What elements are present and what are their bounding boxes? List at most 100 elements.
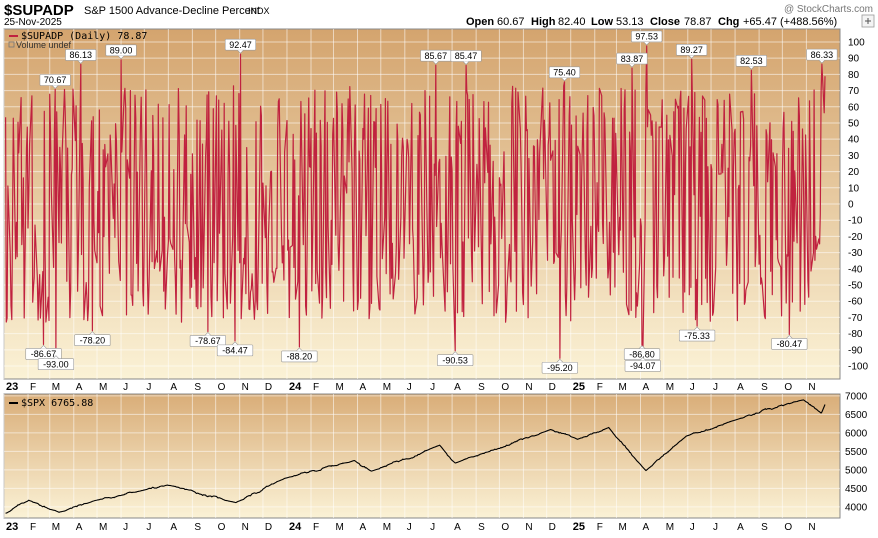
y-tick-label: -30: [848, 248, 863, 259]
y-tick-label: 4000: [845, 502, 868, 513]
spx-panel: 7000 6500 6000 5500 5000 4500 4000 $SPX 6765.8…: [4, 391, 868, 533]
x-tick-label: J: [123, 522, 128, 533]
x-tick-label: M: [666, 382, 674, 393]
y-tick-label: -40: [848, 264, 863, 275]
x-tick-label: D: [265, 382, 272, 393]
x-tick-label: M: [52, 382, 60, 393]
x-tick-label: M: [99, 382, 107, 393]
x-tick-label: M: [618, 522, 626, 533]
svg-text:-88.20: -88.20: [287, 352, 313, 362]
x-tick-label: M: [383, 522, 391, 533]
svg-text:-84.47: -84.47: [222, 346, 248, 356]
x-tick-label: F: [30, 522, 36, 533]
open-label: Open: [466, 16, 494, 28]
spx-y-axis: 7000 6500 6000 5500 5000 4500 4000: [845, 391, 868, 513]
x-tick-label: O: [501, 522, 509, 533]
x-tick-label: J: [123, 382, 128, 393]
svg-text:-95.20: -95.20: [547, 363, 573, 373]
y-tick-label: -80: [848, 329, 863, 340]
y-tick-label: 6000: [845, 428, 868, 439]
y-tick-label: 20: [848, 167, 860, 178]
x-tick-label: F: [597, 522, 603, 533]
x-tick-label: O: [784, 382, 792, 393]
high-value: 82.40: [558, 16, 586, 28]
x-tick-label: N: [808, 522, 815, 533]
x-tick-label: 24: [289, 381, 302, 393]
x-tick-label: J: [690, 522, 695, 533]
x-tick-label: J: [146, 522, 151, 533]
x-tick-label: 23: [6, 521, 18, 533]
x-tick-label: N: [808, 382, 815, 393]
y-tick-label: -50: [848, 281, 863, 292]
svg-text:89.00: 89.00: [110, 45, 133, 55]
x-tick-label: J: [407, 382, 412, 393]
x-tick-label: A: [454, 522, 461, 533]
x-tick-label: M: [335, 522, 343, 533]
svg-text:97.53: 97.53: [635, 32, 658, 42]
chg-value: +65.47 (+488.56%): [743, 16, 837, 28]
x-tick-label: S: [478, 522, 485, 533]
y-tick-label: -20: [848, 232, 863, 243]
svg-text:-78.67: -78.67: [195, 336, 221, 346]
x-tick-label: N: [525, 382, 532, 393]
svg-text:70.67: 70.67: [44, 75, 67, 85]
x-tick-label: D: [265, 522, 272, 533]
x-tick-label: 25: [573, 381, 585, 393]
x-tick-label: M: [618, 382, 626, 393]
low-value: 53.13: [616, 16, 644, 28]
x-tick-label: S: [194, 382, 201, 393]
x-tick-label: J: [713, 522, 718, 533]
x-tick-label: D: [549, 382, 556, 393]
y-tick-label: 40: [848, 135, 860, 146]
y-tick-label: 0: [848, 200, 854, 211]
symbol-description: S&P 1500 Advance-Decline Percent: [84, 5, 260, 17]
svg-text:-78.20: -78.20: [80, 335, 106, 345]
svg-text:-75.33: -75.33: [684, 331, 710, 341]
svg-text:-94.07: -94.07: [630, 361, 656, 371]
x-tick-label: A: [76, 382, 83, 393]
y-tick-label: 70: [848, 86, 860, 97]
y-tick-label: 7000: [845, 391, 868, 402]
x-tick-label: O: [501, 382, 509, 393]
y-tick-label: 4500: [845, 484, 868, 495]
svg-text:85.47: 85.47: [455, 51, 478, 61]
x-tick-label: 25: [573, 521, 585, 533]
x-tick-label: S: [194, 522, 201, 533]
x-tick-label: J: [146, 382, 151, 393]
y-tick-label: -90: [848, 345, 863, 356]
y-tick-label: 30: [848, 151, 860, 162]
spx-legend-text: $SPX 6765.88: [21, 398, 93, 409]
x-tick-label: A: [454, 382, 461, 393]
y-tick-label: 6500: [845, 410, 868, 421]
x-tick-label: N: [242, 522, 249, 533]
svg-text:75.40: 75.40: [553, 68, 576, 78]
x-tick-label: 23: [6, 381, 18, 393]
x-tick-label: J: [690, 382, 695, 393]
svg-text:85.67: 85.67: [425, 51, 448, 61]
svg-text:86.13: 86.13: [69, 50, 92, 60]
open-value: 60.67: [497, 16, 525, 28]
svg-text:89.27: 89.27: [680, 45, 703, 55]
spx-x-axis: 23 F M A M J J A S O N D 24 F M A M J J A S O N D 25 F M A M J J A S O N: [6, 521, 816, 533]
x-tick-label: M: [52, 522, 60, 533]
close-label: Close: [650, 16, 680, 28]
y-tick-label: -10: [848, 216, 863, 227]
svg-text:-90.53: -90.53: [442, 355, 468, 365]
x-tick-label: M: [335, 382, 343, 393]
y-tick-label: 5000: [845, 465, 868, 476]
svg-text:86.33: 86.33: [811, 50, 834, 60]
y-tick-label: -60: [848, 297, 863, 308]
y-tick-label: 90: [848, 54, 860, 65]
y-tick-label: -100: [848, 362, 868, 373]
settings-icon[interactable]: [862, 15, 874, 27]
y-tick-label: 5500: [845, 447, 868, 458]
svg-text:92.47: 92.47: [229, 40, 252, 50]
y-tick-label: 100: [848, 37, 865, 48]
y-tick-label: 80: [848, 70, 860, 81]
x-tick-label: N: [242, 382, 249, 393]
exchange-label: INDX: [248, 6, 270, 16]
x-tick-label: J: [713, 382, 718, 393]
low-label: Low: [591, 16, 613, 28]
svg-text:-86.67: -86.67: [31, 349, 57, 359]
